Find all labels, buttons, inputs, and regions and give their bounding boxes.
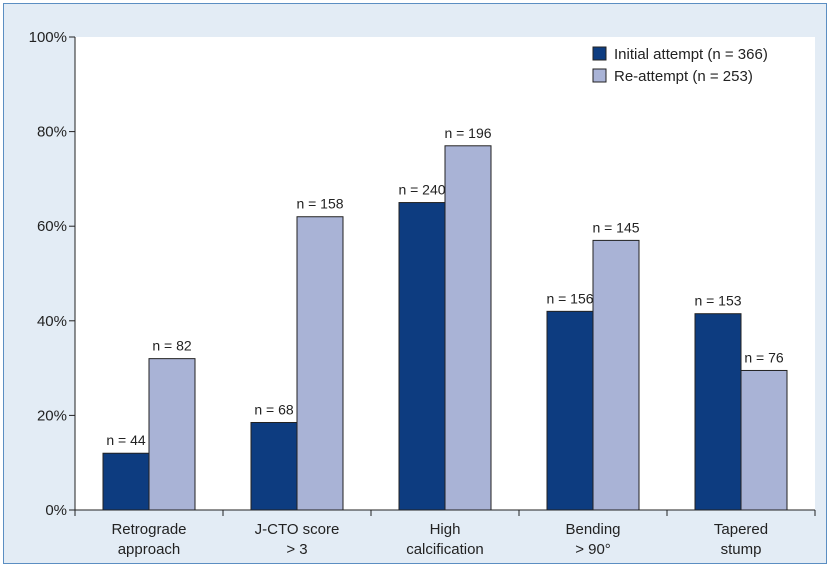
legend-label: Re-attempt (n = 253): [614, 68, 753, 85]
legend: Initial attempt (n = 366) Re-attempt (n =…: [592, 46, 768, 85]
y-tick-label: 0%: [45, 502, 67, 519]
bar-data-label: n = 153: [694, 293, 741, 309]
bar-data-label: n = 68: [254, 401, 294, 417]
y-tick-label: 80%: [37, 124, 67, 141]
data-labels: n = 44 n = 82 n = 68 n = 158 n = 240 n = 196 n…: [106, 125, 784, 448]
category-labels: Retrograde approach J-CTO score > 3 High calc…: [111, 521, 768, 558]
y-tick-label: 40%: [37, 313, 67, 330]
bar-data-label: n = 240: [398, 182, 445, 198]
bar: [546, 310, 594, 511]
legend-swatch: [592, 68, 607, 83]
bars: [102, 145, 788, 511]
x-tick-label: approach: [118, 541, 181, 558]
bar-data-label: n = 44: [106, 432, 146, 448]
y-tick-label: 60%: [37, 218, 67, 235]
bar-data-label: n = 158: [296, 196, 343, 212]
x-tick-label: > 90°: [575, 541, 611, 558]
y-tick-label: 20%: [37, 407, 67, 424]
bar-data-label: n = 196: [444, 125, 491, 141]
x-tick-label: > 3: [286, 541, 307, 558]
bar: [592, 239, 640, 511]
x-tick-label: J-CTO score: [255, 521, 340, 538]
bar-data-label: n = 76: [744, 349, 784, 365]
bar: [148, 358, 196, 511]
bar: [694, 313, 742, 511]
bar: [444, 145, 492, 511]
x-tick-label: stump: [721, 541, 762, 558]
bar: [250, 421, 298, 511]
bar: [740, 369, 788, 511]
bar: [398, 202, 446, 511]
bar-data-label: n = 82: [152, 338, 192, 354]
x-tick-label: Tapered: [714, 521, 768, 538]
x-tick-label: High: [430, 521, 461, 538]
bar-data-label: n = 145: [592, 219, 639, 235]
bar: [296, 216, 344, 511]
y-tick-label: 100%: [29, 29, 67, 46]
bar-data-label: n = 156: [546, 290, 593, 306]
legend-swatch: [592, 46, 607, 61]
x-tick-label: Bending: [565, 521, 620, 538]
x-tick-label: Retrograde: [111, 521, 186, 538]
legend-label: Initial attempt (n = 366): [614, 46, 768, 63]
bar: [102, 452, 150, 511]
x-tick-label: calcification: [406, 541, 484, 558]
